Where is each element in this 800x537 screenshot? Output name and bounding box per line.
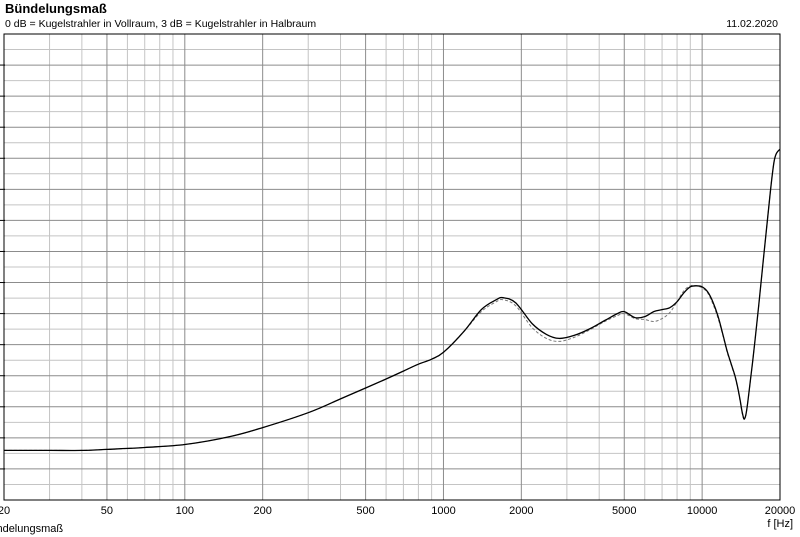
x-tick-label: 200 xyxy=(253,505,271,517)
x-tick-label: 100 xyxy=(176,505,194,517)
x-tick-label: 5000 xyxy=(612,505,636,517)
y-axis-label: Bündelungsmaß xyxy=(0,523,63,535)
series-layer xyxy=(4,148,781,452)
series-line-dashed xyxy=(4,148,781,451)
x-tick-label: 1000 xyxy=(431,505,455,517)
x-tick-label: 20000 xyxy=(765,505,796,517)
x-axis-label: f [Hz] xyxy=(767,518,793,530)
major-gridlines xyxy=(4,34,780,500)
x-tick-label: 10000 xyxy=(687,505,718,517)
chart-title: Bündelungsmaß xyxy=(5,1,107,16)
x-tick-label: 2000 xyxy=(509,505,533,517)
x-tick-label: 50 xyxy=(101,505,113,517)
plot-frame xyxy=(3,33,781,501)
chart-date: 11.02.2020 xyxy=(726,18,778,30)
minor-gridlines xyxy=(4,34,780,500)
x-tick-label: 500 xyxy=(356,505,374,517)
chart-subtitle: 0 dB = Kugelstrahler in Vollraum, 3 dB =… xyxy=(5,18,317,30)
x-tick-labels: 20 50 100 200 500 1000 2000 5000 10000 20000 xyxy=(0,505,795,517)
series-line-solid xyxy=(4,148,781,452)
y-tick-marks xyxy=(0,64,5,470)
x-tick-label: 20 xyxy=(0,505,10,517)
